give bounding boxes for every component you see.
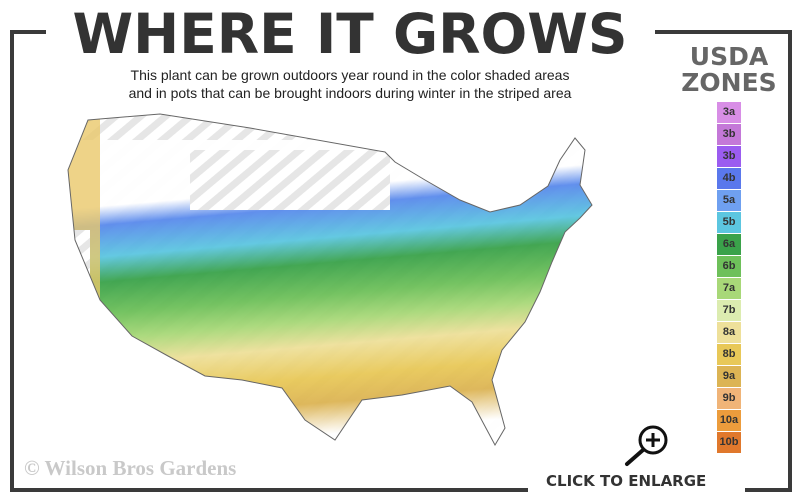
legend-zone-7a: 7a bbox=[717, 278, 741, 299]
subtitle-line-2: and in pots that can be brought indoors … bbox=[128, 85, 572, 101]
legend-zone-3a: 3a bbox=[717, 102, 741, 123]
legend-zone-6b: 6b bbox=[717, 256, 741, 277]
legend-zone-8a: 8a bbox=[717, 322, 741, 343]
legend-zone-9a: 9a bbox=[717, 366, 741, 387]
subtitle: This plant can be grown outdoors year ro… bbox=[40, 66, 660, 102]
legend-zone-10a: 10a bbox=[717, 410, 741, 431]
legend-zone-5b: 5b bbox=[717, 212, 741, 233]
legend-zone-6a: 6a bbox=[717, 234, 741, 255]
watermark: © Wilson Bros Gardens bbox=[24, 456, 237, 480]
legend-title: USDA ZONES bbox=[676, 44, 782, 96]
click-to-enlarge-label: CLICK TO ENLARGE bbox=[546, 472, 707, 490]
frame-right bbox=[788, 30, 792, 492]
legend-title-line-1: USDA bbox=[689, 42, 769, 71]
frame-bottom-right bbox=[745, 488, 792, 492]
legend-zone-10b: 10b bbox=[717, 432, 741, 453]
frame-top-left bbox=[10, 30, 46, 34]
usda-zone-map[interactable] bbox=[0, 0, 700, 500]
legend-zone-8b: 8b bbox=[717, 344, 741, 365]
frame-left bbox=[10, 30, 14, 492]
legend-title-line-2: ZONES bbox=[681, 68, 777, 97]
legend-zone-5a: 5a bbox=[717, 190, 741, 211]
page-title: WHERE IT GROWS bbox=[72, 2, 628, 66]
zone-legend: 3a 3b 3b 4b 5a 5b 6a 6b 7a 7b 8a 8b 9a 9b 10a 10b bbox=[717, 102, 741, 454]
click-to-enlarge-button[interactable]: CLICK TO ENLARGE bbox=[530, 422, 740, 492]
frame-bottom-left bbox=[10, 488, 528, 492]
subtitle-line-1: This plant can be grown outdoors year ro… bbox=[130, 67, 570, 83]
frame-top-right bbox=[655, 30, 792, 34]
legend-zone-3b: 3b bbox=[717, 124, 741, 145]
legend-zone-9b: 9b bbox=[717, 388, 741, 409]
map-fill bbox=[68, 114, 592, 445]
zoom-in-icon bbox=[625, 425, 668, 466]
legend-zone-4b: 4b bbox=[717, 168, 741, 189]
legend-zone-3b: 3b bbox=[717, 146, 741, 167]
legend-zone-7b: 7b bbox=[717, 300, 741, 321]
